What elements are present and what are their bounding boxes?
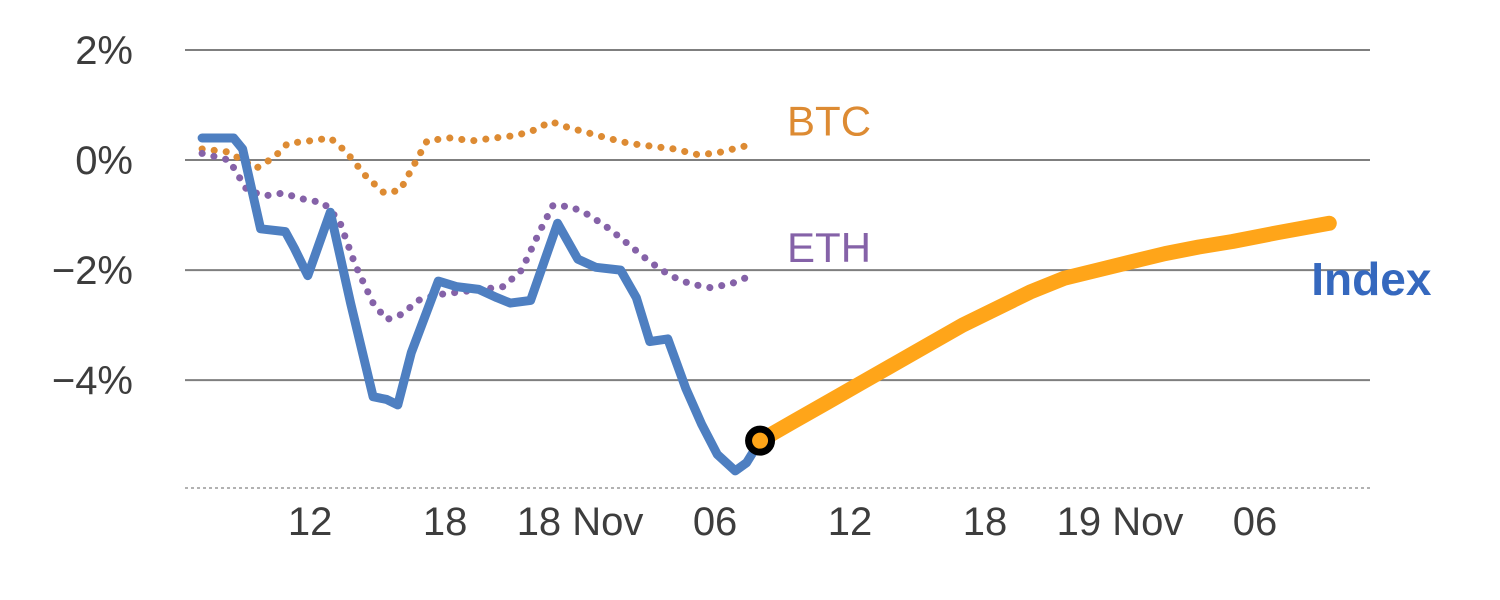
x-tick-label: 06 <box>693 500 738 544</box>
x-tick-label: 06 <box>1233 500 1278 544</box>
annotation-index-label: Index <box>1311 253 1432 305</box>
y-tick-label: 0% <box>75 139 133 183</box>
y-tick-label: −2% <box>52 249 133 293</box>
x-tick-label: 18 <box>423 500 468 544</box>
current-point-marker <box>745 425 776 456</box>
annotation-btc-label: BTC <box>787 97 871 144</box>
y-tick-label: 2% <box>75 29 133 73</box>
series-index-line <box>197 133 765 476</box>
x-tick-label: 18 Nov <box>517 500 644 544</box>
x-tick-label: 19 Nov <box>1057 500 1184 544</box>
x-tick-label: 12 <box>288 500 333 544</box>
series-btc-line <box>198 118 755 197</box>
x-tick-label: 12 <box>828 500 873 544</box>
y-tick-label: −4% <box>52 359 133 403</box>
series-index-forecast-line <box>752 215 1337 449</box>
x-tick-label: 18 <box>963 500 1008 544</box>
annotation-eth-label: ETH <box>787 224 871 271</box>
